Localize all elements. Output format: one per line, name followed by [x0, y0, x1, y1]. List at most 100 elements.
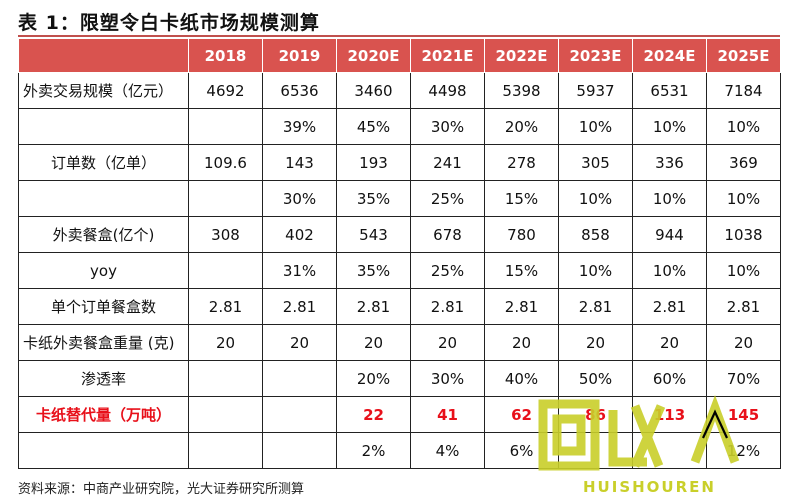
table-cell: 278	[484, 144, 559, 181]
year-header: 2021E	[410, 38, 485, 73]
table-cell: 30%	[410, 360, 485, 397]
table-cell	[262, 360, 337, 397]
table-cell: 2.81	[706, 288, 781, 325]
row-label	[18, 108, 189, 145]
table-cell: 305	[558, 144, 633, 181]
table-cell	[188, 252, 263, 289]
table-cell: 858	[558, 216, 633, 253]
table-cell: 20	[558, 324, 633, 361]
table-cell: 45%	[336, 108, 411, 145]
table-cell: 10%	[558, 180, 633, 217]
table-cell: 2.81	[262, 288, 337, 325]
row-label: 渗透率	[18, 360, 189, 397]
table-cell: 25%	[410, 252, 485, 289]
table-cell: 2.81	[188, 288, 263, 325]
table-cell: 20	[410, 324, 485, 361]
row-label: 单个订单餐盒数	[18, 288, 189, 325]
table-row: 单个订单餐盒数 2.81 2.81 2.81 2.81 2.81 2.81 2.81 2.81	[18, 288, 781, 325]
table-cell: 22	[336, 396, 411, 433]
table-row: 渗透率 20% 30% 40% 50% 60% 70%	[18, 360, 781, 397]
table-row: 卡纸外卖餐盒重量 (克) 20 20 20 20 20 20 20 20	[18, 324, 781, 361]
table-cell: 543	[336, 216, 411, 253]
table-cell: 3460	[336, 72, 411, 109]
table-cell: 39%	[262, 108, 337, 145]
year-header: 2020E	[336, 38, 411, 73]
table-cell: 5398	[484, 72, 559, 109]
table-cell: 7184	[706, 72, 781, 109]
year-header: 2018	[188, 38, 263, 73]
huishouren-watermark: HUISHOUREN	[535, 392, 780, 497]
table-row: 外卖交易规模（亿元） 4692 6536 3460 4498 5398 5937 6531 71…	[18, 72, 781, 109]
table-body: 外卖交易规模（亿元） 4692 6536 3460 4498 5398 5937 6531 71…	[18, 72, 781, 469]
table-cell: 41	[410, 396, 485, 433]
table-row: 30% 35% 25% 15% 10% 10% 10%	[18, 180, 781, 217]
table-cell: 143	[262, 144, 337, 181]
table-cell: 10%	[558, 252, 633, 289]
row-label: 卡纸替代量（万吨）	[18, 396, 189, 433]
title-divider	[18, 35, 780, 37]
table-cell: 20	[484, 324, 559, 361]
table-cell	[188, 396, 263, 433]
table-cell: 20	[262, 324, 337, 361]
row-label: 卡纸外卖餐盒重量 (克)	[18, 324, 189, 361]
year-header: 2022E	[484, 38, 559, 73]
table-cell	[188, 432, 263, 469]
table-cell: 2.81	[632, 288, 707, 325]
table-cell: 10%	[632, 252, 707, 289]
table-cell: 1038	[706, 216, 781, 253]
table-cell: 336	[632, 144, 707, 181]
table-cell: 10%	[632, 108, 707, 145]
table-cell: 35%	[336, 252, 411, 289]
row-label: 外卖餐盒(亿个)	[18, 216, 189, 253]
recycle-logo-icon	[538, 395, 740, 471]
table-cell: 369	[706, 144, 781, 181]
table-cell: 678	[410, 216, 485, 253]
table-row: 外卖餐盒(亿个) 308 402 543 678 780 858 944 1038	[18, 216, 781, 253]
table-cell	[262, 396, 337, 433]
market-size-table: 2018 2019 2020E 2021E 2022E 2023E 2024E …	[18, 38, 781, 469]
table-cell: 20%	[336, 360, 411, 397]
table-cell: 10%	[706, 252, 781, 289]
table-cell: 4692	[188, 72, 263, 109]
table-cell: 6536	[262, 72, 337, 109]
row-label: 外卖交易规模（亿元）	[18, 72, 189, 109]
table-cell: 35%	[336, 180, 411, 217]
table-cell: 20%	[484, 108, 559, 145]
table-cell	[188, 180, 263, 217]
table-cell: 30%	[410, 108, 485, 145]
table-cell: 2.81	[336, 288, 411, 325]
table-cell: 308	[188, 216, 263, 253]
row-label	[18, 180, 189, 217]
table-cell: 5937	[558, 72, 633, 109]
table-cell: 20	[188, 324, 263, 361]
table-cell	[188, 360, 263, 397]
table-cell: 241	[410, 144, 485, 181]
year-header: 2023E	[558, 38, 633, 73]
year-header: 2024E	[632, 38, 707, 73]
table-cell: 20	[632, 324, 707, 361]
table-cell: 10%	[706, 180, 781, 217]
table-cell: 780	[484, 216, 559, 253]
year-header: 2025E	[706, 38, 781, 73]
table-cell: 2.81	[410, 288, 485, 325]
header-row: 2018 2019 2020E 2021E 2022E 2023E 2024E …	[18, 38, 781, 73]
table-cell: 944	[632, 216, 707, 253]
table-cell: 20	[706, 324, 781, 361]
table-cell: 31%	[262, 252, 337, 289]
table-title: 表 1：限塑令白卡纸市场规模测算	[18, 12, 320, 34]
table-row: 39% 45% 30% 20% 10% 10% 10%	[18, 108, 781, 145]
table-cell: 40%	[484, 360, 559, 397]
table-cell: 10%	[632, 180, 707, 217]
table-cell: 6531	[632, 72, 707, 109]
table-cell: 2.81	[558, 288, 633, 325]
table-cell: 10%	[706, 108, 781, 145]
watermark-text: HUISHOUREN	[583, 478, 716, 496]
year-header: 2019	[262, 38, 337, 73]
table-cell: 30%	[262, 180, 337, 217]
table-row: yoy 31% 35% 25% 15% 10% 10% 10%	[18, 252, 781, 289]
table-cell: 4498	[410, 72, 485, 109]
table-cell: 15%	[484, 252, 559, 289]
table-cell: 10%	[558, 108, 633, 145]
table-cell: 109.6	[188, 144, 263, 181]
table-row: 订单数（亿单） 109.6 143 193 241 278 305 336 369	[18, 144, 781, 181]
